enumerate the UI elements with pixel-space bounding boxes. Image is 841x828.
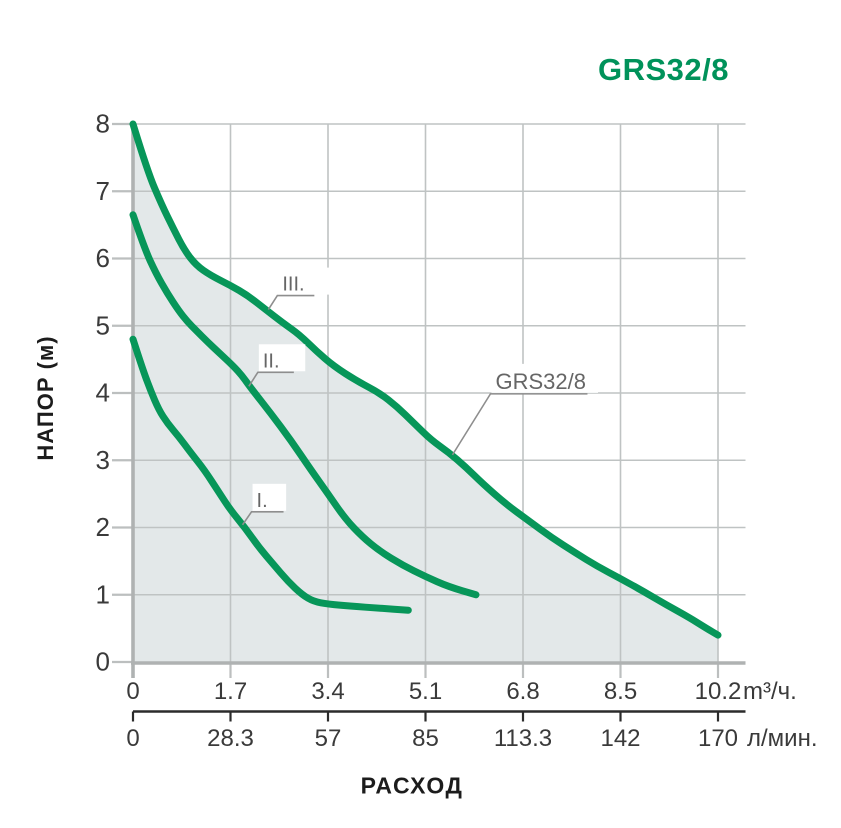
y-tick-label: 0 xyxy=(96,647,110,677)
y-tick-label: 6 xyxy=(96,243,110,273)
pump-curve-II xyxy=(129,211,480,599)
pump-curve-I xyxy=(129,335,412,614)
x-tick-label-secondary: 170 xyxy=(698,725,738,752)
x-tick-label-secondary: 142 xyxy=(600,725,640,752)
x-tick-label-secondary: 85 xyxy=(412,725,439,752)
annotation-bg xyxy=(278,267,338,295)
y-axis-title: НАПОР (м) xyxy=(33,335,58,461)
annotation-bg xyxy=(491,363,599,393)
x-tick-label-primary: 5.1 xyxy=(409,678,442,705)
annotation-leader-line xyxy=(267,294,315,311)
y-tick-label: 5 xyxy=(96,310,110,340)
curve-annotation-label: III. xyxy=(282,274,304,296)
x-tick-label-primary: 8.5 xyxy=(604,678,637,705)
y-tick-label: 4 xyxy=(96,378,110,408)
x-unit-primary: m³/ч. xyxy=(743,678,797,705)
y-tick-label: 2 xyxy=(96,512,110,542)
x-unit-secondary: л/мин. xyxy=(747,725,818,752)
annotation-bg xyxy=(252,483,287,511)
x-tick-label-secondary: 57 xyxy=(315,725,342,752)
x-tick-label-secondary: 28.3 xyxy=(207,725,254,752)
x-tick-label-secondary: 113.3 xyxy=(494,725,552,752)
pump-curve-III xyxy=(129,120,722,639)
y-tick-label: 7 xyxy=(96,176,110,206)
x-tick-label-secondary: 0 xyxy=(126,725,139,752)
annotation-leader-line xyxy=(241,511,284,526)
x-tick-label-primary: 0 xyxy=(126,678,139,705)
annotation-leader-line xyxy=(248,371,294,387)
y-tick-label: 3 xyxy=(96,445,110,475)
annotation-leader-line xyxy=(451,393,588,456)
x-axis-title: РАСХОД xyxy=(360,772,464,799)
x-tick-label-primary: 3.4 xyxy=(311,678,344,705)
curve-annotation-label: I. xyxy=(257,490,268,512)
curve-annotation-label: II. xyxy=(263,350,280,372)
curve-annotation-label: GRS32/8 xyxy=(495,369,586,394)
y-tick-label: 8 xyxy=(96,109,110,139)
x-tick-label-primary: 10.2 xyxy=(695,678,742,705)
annotation-bg xyxy=(258,344,306,372)
x-tick-label-primary: 6.8 xyxy=(506,678,539,705)
x-tick-label-primary: 1.7 xyxy=(214,678,247,705)
y-tick-label: 1 xyxy=(96,579,110,609)
page-title: GRS32/8 xyxy=(598,52,730,87)
